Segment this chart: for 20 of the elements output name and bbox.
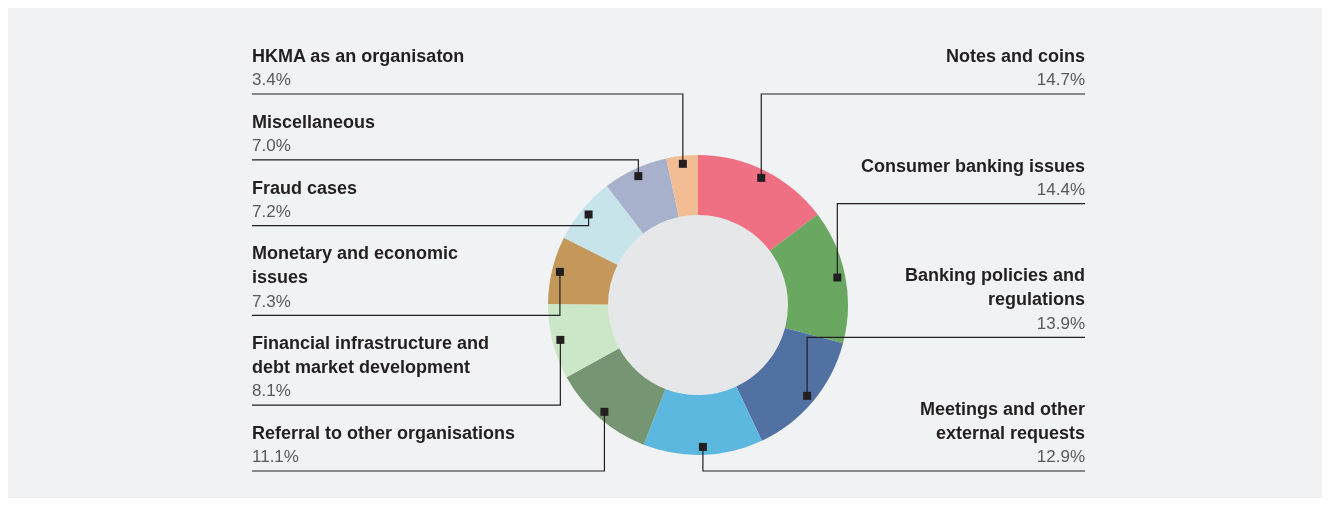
slice-label: Meetings and other external requests [919, 398, 1085, 443]
data-label: 11.1% [252, 447, 299, 467]
data-label: 14.4% [1036, 179, 1085, 199]
data-label: 7.3% [252, 291, 291, 311]
data-label: 14.7% [1036, 70, 1085, 90]
slice-label: Fraud cases [252, 177, 358, 198]
slice-label: Miscellaneous [252, 111, 376, 132]
slice-label: Consumer banking issues [860, 155, 1085, 176]
data-label: 13.9% [1036, 313, 1085, 333]
data-label: 8.1% [252, 381, 291, 401]
slice-label: HKMA as an organisaton [252, 45, 465, 66]
data-label: 7.2% [252, 201, 291, 221]
slice-label: Financial infrastructure and debt market development [252, 333, 490, 378]
data-label: 12.9% [1036, 447, 1085, 467]
slice-label: Referral to other organisations [252, 422, 516, 443]
slice-label: Monetary and economic issues [252, 243, 459, 288]
data-label: 3.4% [252, 70, 291, 90]
slice-label: Banking policies and regulations [904, 265, 1085, 310]
data-label: 7.0% [252, 135, 291, 155]
slice-label: Notes and coins [945, 45, 1085, 66]
